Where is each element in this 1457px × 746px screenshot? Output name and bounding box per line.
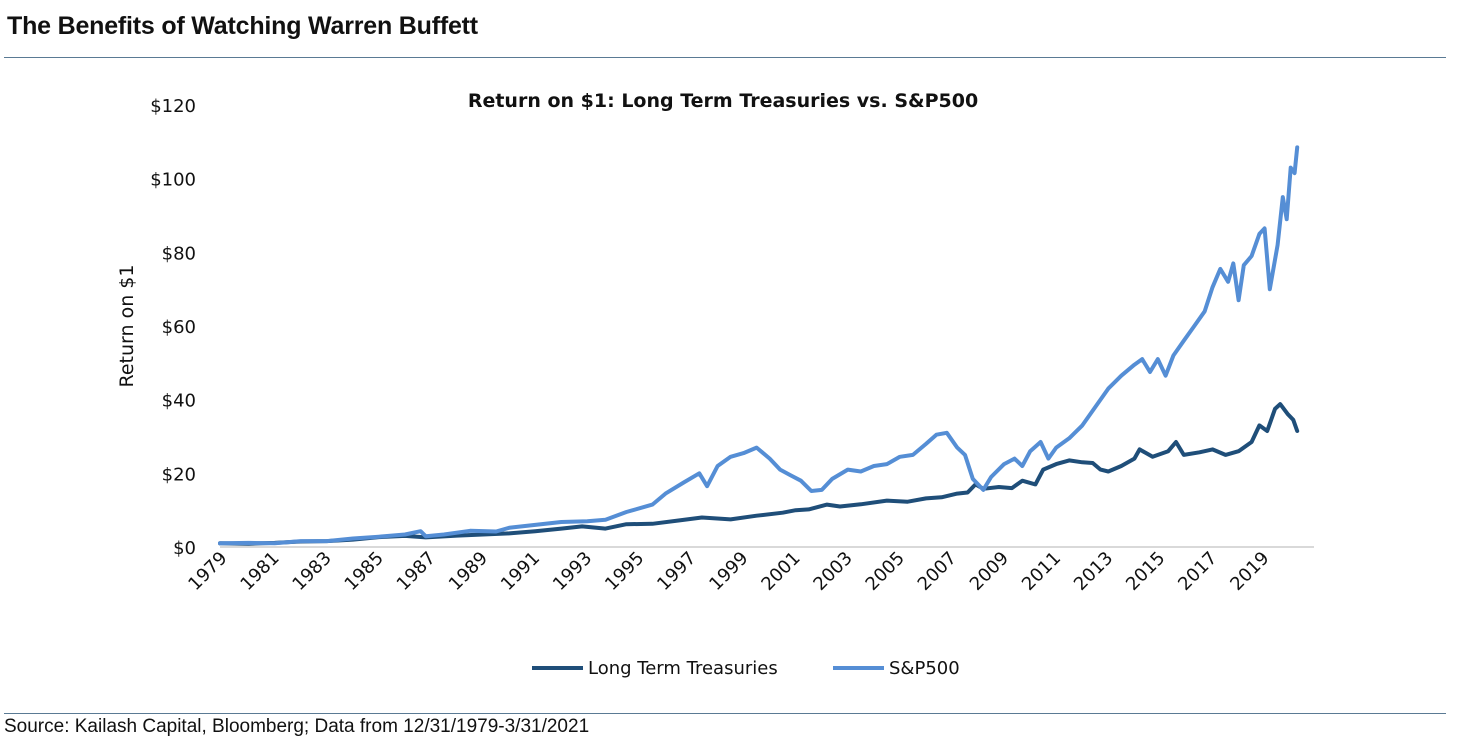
series-group [218, 145, 1300, 546]
page-title: The Benefits of Watching Warren Buffett [7, 12, 478, 40]
footer-divider [4, 713, 1446, 714]
x-tick-label: 1987 [393, 548, 440, 595]
line-chart: Return on $1: Long Term Treasuries vs. S… [116, 90, 1314, 679]
y-tick-label: $120 [150, 96, 196, 117]
x-tick-label: 1997 [653, 548, 700, 595]
x-tick-label: 1989 [445, 548, 492, 595]
series-line-sp500 [218, 145, 1300, 546]
y-tick-label: $0 [173, 538, 196, 559]
x-tick-label: 2005 [862, 548, 909, 595]
chart-title: Return on $1: Long Term Treasuries vs. S… [468, 90, 978, 112]
x-tick-label: 2009 [966, 548, 1013, 595]
series-line-treasuries [218, 402, 1300, 546]
title-divider [4, 57, 1446, 58]
x-tick-label: 2013 [1070, 548, 1117, 595]
x-tick-label: 2007 [914, 548, 961, 595]
source-note: Source: Kailash Capital, Bloomberg; Data… [4, 716, 590, 737]
x-tick-label: 1983 [288, 548, 335, 595]
x-tick-label: 1981 [236, 548, 283, 595]
y-tick-label: $20 [162, 464, 196, 485]
x-axis-ticks: 1979 1981 1983 1985 1987 1989 1991 1993 1995 1997… [184, 548, 1273, 595]
x-tick-label: 1995 [601, 548, 648, 595]
x-tick-label: 1991 [497, 548, 544, 595]
x-tick-label: 2017 [1174, 548, 1221, 595]
x-tick-label: 2019 [1226, 548, 1273, 595]
y-tick-label: $60 [162, 317, 196, 338]
x-tick-label: 2001 [757, 548, 804, 595]
legend: Long Term Treasuries S&P500 [532, 658, 960, 679]
x-tick-label: 1999 [705, 548, 752, 595]
y-axis-label: Return on $1 [116, 265, 138, 388]
y-tick-label: $100 [150, 170, 196, 191]
legend-item-treasuries[interactable]: Long Term Treasuries [532, 658, 778, 679]
y-tick-label: $80 [162, 243, 196, 264]
y-axis-ticks: $0 $20 $40 $60 $80 $100 $120 [150, 96, 196, 559]
x-tick-label: 2011 [1018, 548, 1065, 595]
x-tick-label: 2003 [809, 548, 856, 595]
legend-label-sp500: S&P500 [889, 658, 960, 679]
legend-label-treasuries: Long Term Treasuries [588, 658, 778, 679]
x-tick-label: 1985 [341, 548, 388, 595]
y-tick-label: $40 [162, 391, 196, 412]
x-tick-label: 2015 [1122, 548, 1169, 595]
legend-item-sp500[interactable]: S&P500 [833, 658, 960, 679]
x-tick-label: 1993 [549, 548, 596, 595]
